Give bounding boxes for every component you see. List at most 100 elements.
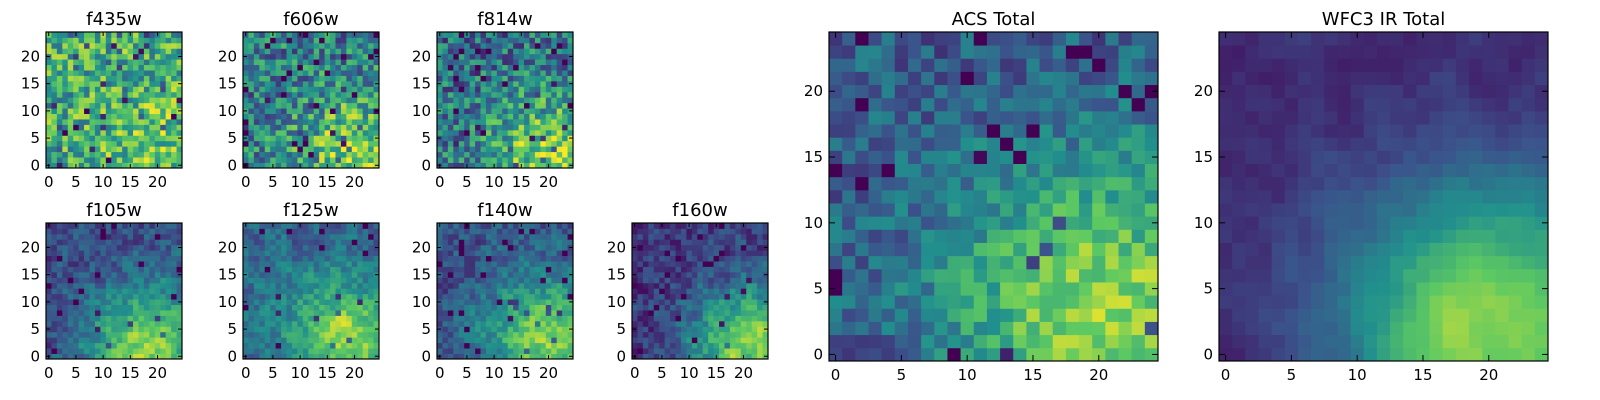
heatmap-cell	[346, 315, 353, 322]
heatmap-cell	[491, 315, 498, 322]
heatmap-cell	[881, 334, 896, 349]
heatmap-cell	[324, 140, 331, 147]
heatmap-cell	[675, 331, 682, 338]
heatmap-cell	[281, 353, 287, 360]
heatmap-cell	[551, 315, 558, 322]
heatmap-cell	[138, 124, 145, 131]
heatmap-cell	[357, 91, 364, 98]
heatmap-cell	[713, 326, 720, 333]
heatmap-cell	[116, 337, 123, 344]
heatmap-cell	[368, 113, 374, 120]
heatmap-cell	[308, 42, 315, 49]
heatmap-cell	[475, 151, 481, 158]
heatmap-cell	[335, 80, 342, 87]
heatmap-cell	[513, 37, 519, 44]
heatmap-cell	[116, 42, 123, 49]
heatmap-cell	[507, 288, 514, 295]
heatmap-cell	[46, 261, 52, 267]
heatmap-cell	[308, 337, 315, 344]
heatmap-cell	[491, 233, 498, 240]
heatmap-cell	[1000, 282, 1014, 296]
heatmap-cell	[324, 310, 331, 316]
heatmap-cell	[567, 310, 574, 316]
heatmap-cell	[259, 119, 266, 125]
heatmap-cell	[302, 233, 309, 240]
heatmap-cell	[724, 266, 731, 273]
heatmap-cell	[458, 244, 465, 251]
heatmap-cell	[675, 288, 682, 295]
x-tick-label: 0	[435, 173, 445, 191]
heatmap-cell	[253, 135, 260, 142]
heatmap-cell	[281, 244, 287, 251]
heatmap-cell	[308, 353, 315, 360]
heatmap-cell	[176, 304, 183, 311]
heatmap-cell	[567, 32, 574, 38]
heatmap-cell	[308, 342, 315, 349]
heatmap-cell	[507, 80, 514, 87]
heatmap-cell	[691, 293, 698, 300]
heatmap-cell	[1105, 321, 1119, 336]
heatmap-cell	[357, 293, 364, 300]
heatmap-cell	[524, 223, 530, 229]
heatmap-cell	[105, 239, 112, 246]
heatmap-cell	[724, 304, 731, 311]
heatmap-cell	[469, 86, 476, 93]
heatmap-cell	[319, 48, 325, 55]
heatmap-cell	[751, 331, 758, 338]
heatmap-cell	[362, 162, 369, 169]
heatmap-cell	[368, 140, 374, 147]
heatmap-cell	[264, 348, 271, 354]
heatmap-cell	[496, 244, 503, 251]
heatmap-cell	[51, 102, 58, 109]
heatmap-cell	[340, 113, 347, 120]
heatmap-cell	[351, 239, 358, 246]
heatmap-cell	[248, 326, 255, 333]
heatmap-cell	[62, 223, 69, 229]
heatmap-cell	[545, 315, 552, 322]
heatmap-cell	[94, 91, 101, 98]
heatmap-cell	[702, 348, 709, 354]
heatmap-cell	[94, 261, 101, 267]
heatmap-cell	[46, 48, 52, 55]
heatmap-cell	[297, 261, 304, 267]
heatmap-cell	[475, 233, 481, 240]
heatmap-cell	[524, 53, 530, 60]
heatmap-cell	[122, 261, 128, 267]
heatmap-cell	[534, 124, 541, 131]
heatmap-cell	[160, 42, 167, 49]
heatmap-cell	[62, 64, 69, 71]
heatmap-cell	[165, 293, 172, 300]
heatmap-cell	[346, 91, 353, 98]
heatmap-cell	[529, 80, 536, 87]
heatmap-cell	[534, 86, 541, 93]
heatmap-cell	[1118, 295, 1133, 309]
heatmap-cell	[453, 119, 460, 125]
heatmap-cell	[447, 239, 454, 246]
heatmap-cell	[149, 151, 156, 158]
heatmap-cell	[73, 282, 80, 289]
heatmap-cell	[642, 353, 649, 360]
heatmap-cell	[719, 348, 725, 354]
heatmap-cell	[534, 162, 541, 169]
heatmap-cell	[67, 288, 74, 295]
heatmap-cell	[319, 331, 325, 338]
heatmap-cell	[116, 37, 123, 44]
heatmap-cell	[259, 48, 266, 55]
heatmap-cell	[453, 102, 460, 109]
heatmap-cell	[551, 129, 558, 136]
heatmap-cell	[556, 250, 563, 257]
heatmap-cell	[253, 233, 260, 240]
axes-frame	[242, 222, 380, 360]
heatmap-cell	[453, 97, 460, 104]
heatmap-cell	[62, 37, 69, 44]
heatmap-cell	[713, 233, 720, 240]
heatmap-cell	[133, 59, 139, 66]
heatmap-cell	[275, 255, 282, 262]
heatmap-cell	[346, 108, 353, 114]
heatmap-cell	[540, 315, 547, 322]
heatmap-cell	[447, 320, 454, 327]
heatmap-cell	[171, 70, 177, 76]
heatmap-cell	[1065, 216, 1080, 230]
heatmap-cell	[149, 129, 156, 136]
heatmap-cell	[253, 244, 260, 251]
